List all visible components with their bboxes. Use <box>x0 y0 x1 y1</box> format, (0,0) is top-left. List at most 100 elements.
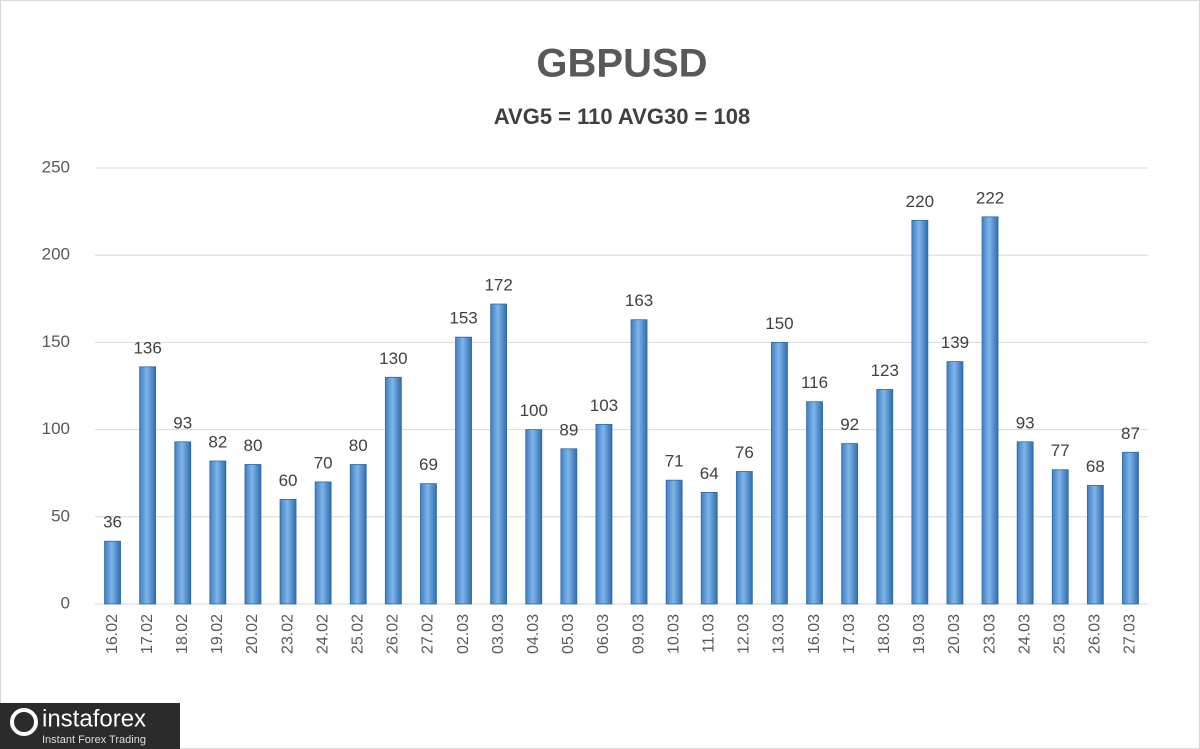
data-label: 150 <box>765 314 793 333</box>
bar <box>560 448 578 605</box>
logo: instaforex Instant Forex Trading <box>0 703 180 749</box>
data-label: 93 <box>173 413 192 432</box>
data-label: 87 <box>1121 424 1140 443</box>
x-tick-label: 23.02 <box>279 614 296 654</box>
data-label: 163 <box>625 291 653 310</box>
x-tick-label: 24.03 <box>1016 614 1033 654</box>
bar <box>209 460 227 605</box>
x-tick-label: 20.02 <box>244 614 261 654</box>
bar <box>420 483 437 605</box>
x-tick-label: 02.03 <box>455 614 472 654</box>
bar <box>841 443 859 605</box>
data-label: 60 <box>279 471 298 490</box>
bar <box>1122 451 1139 605</box>
data-label: 123 <box>871 361 899 380</box>
bar <box>595 423 613 605</box>
data-label: 220 <box>906 192 934 211</box>
data-label: 82 <box>208 432 227 451</box>
x-tick-label: 25.03 <box>1051 614 1068 654</box>
bar <box>806 401 823 605</box>
bar <box>981 216 999 605</box>
data-label: 172 <box>484 276 512 295</box>
logo-icon <box>10 708 38 736</box>
logo-tagline: Instant Forex Trading <box>42 734 146 746</box>
data-label: 36 <box>103 513 122 532</box>
x-tick-label: 19.02 <box>209 614 226 654</box>
x-tick-label: 03.03 <box>490 614 507 654</box>
x-tick-label: 17.03 <box>841 614 858 654</box>
chart-subtitle: AVG5 = 110 AVG30 = 108 <box>494 104 750 129</box>
bar <box>279 498 297 605</box>
x-tick-label: 05.03 <box>560 614 577 654</box>
x-tick-label: 26.03 <box>1087 614 1104 654</box>
x-tick-label: 16.02 <box>104 614 121 654</box>
y-tick-label: 200 <box>42 245 70 264</box>
data-label: 68 <box>1086 457 1105 476</box>
data-label: 136 <box>133 338 161 357</box>
data-label: 76 <box>735 443 754 462</box>
bar <box>735 471 753 605</box>
bar <box>1051 469 1069 605</box>
x-tick-label: 17.02 <box>139 614 156 654</box>
data-label: 103 <box>590 396 618 415</box>
bar <box>771 341 788 605</box>
y-tick-label: 50 <box>51 506 70 525</box>
bar <box>349 464 367 605</box>
x-tick-label: 25.02 <box>349 614 366 654</box>
data-label: 89 <box>559 420 578 439</box>
data-label: 77 <box>1051 441 1070 460</box>
data-label: 222 <box>976 188 1004 207</box>
data-label: 64 <box>700 464 719 483</box>
x-tick-label: 12.03 <box>736 614 753 654</box>
bar <box>244 464 262 605</box>
y-tick-label: 0 <box>61 593 70 612</box>
x-tick-label: 19.03 <box>911 614 928 654</box>
bar <box>104 540 121 605</box>
bar <box>174 441 192 605</box>
x-tick-label: 18.03 <box>876 614 893 654</box>
x-tick-label: 18.02 <box>174 614 191 654</box>
data-label: 71 <box>665 452 684 471</box>
bar <box>384 376 402 605</box>
bar <box>1086 485 1104 605</box>
bar <box>1016 441 1034 605</box>
bar <box>946 361 964 605</box>
bar <box>314 481 332 605</box>
data-label: 70 <box>314 453 333 472</box>
bar <box>876 389 894 605</box>
data-label: 100 <box>520 401 548 420</box>
bar <box>490 303 508 605</box>
x-tick-label: 16.03 <box>806 614 823 654</box>
x-tick-label: 24.02 <box>314 614 331 654</box>
bar <box>700 491 718 605</box>
y-tick-label: 150 <box>42 332 70 351</box>
data-label: 69 <box>419 455 438 474</box>
bar <box>665 479 683 605</box>
x-tick-label: 11.03 <box>700 614 717 653</box>
bar <box>139 366 157 605</box>
x-tick-label: 23.03 <box>981 614 998 654</box>
x-tick-label: 06.03 <box>595 614 612 654</box>
data-label: 130 <box>379 349 407 368</box>
x-tick-label: 10.03 <box>665 614 682 654</box>
bar <box>630 319 648 605</box>
x-tick-label: 27.03 <box>1122 614 1139 654</box>
data-label: 153 <box>449 309 477 328</box>
logo-name: instaforex <box>42 705 146 732</box>
y-tick-label: 250 <box>42 157 70 176</box>
data-label: 116 <box>801 373 828 392</box>
data-label: 80 <box>349 436 368 455</box>
bar <box>525 429 543 605</box>
data-label: 93 <box>1016 413 1035 432</box>
data-label: 80 <box>243 436 262 455</box>
x-tick-label: 27.02 <box>420 614 437 654</box>
data-label: 92 <box>840 415 859 434</box>
y-tick-label: 100 <box>42 419 70 438</box>
bar <box>455 336 472 605</box>
x-tick-label: 20.03 <box>946 614 963 654</box>
data-label: 139 <box>941 333 969 352</box>
bar <box>911 219 929 605</box>
